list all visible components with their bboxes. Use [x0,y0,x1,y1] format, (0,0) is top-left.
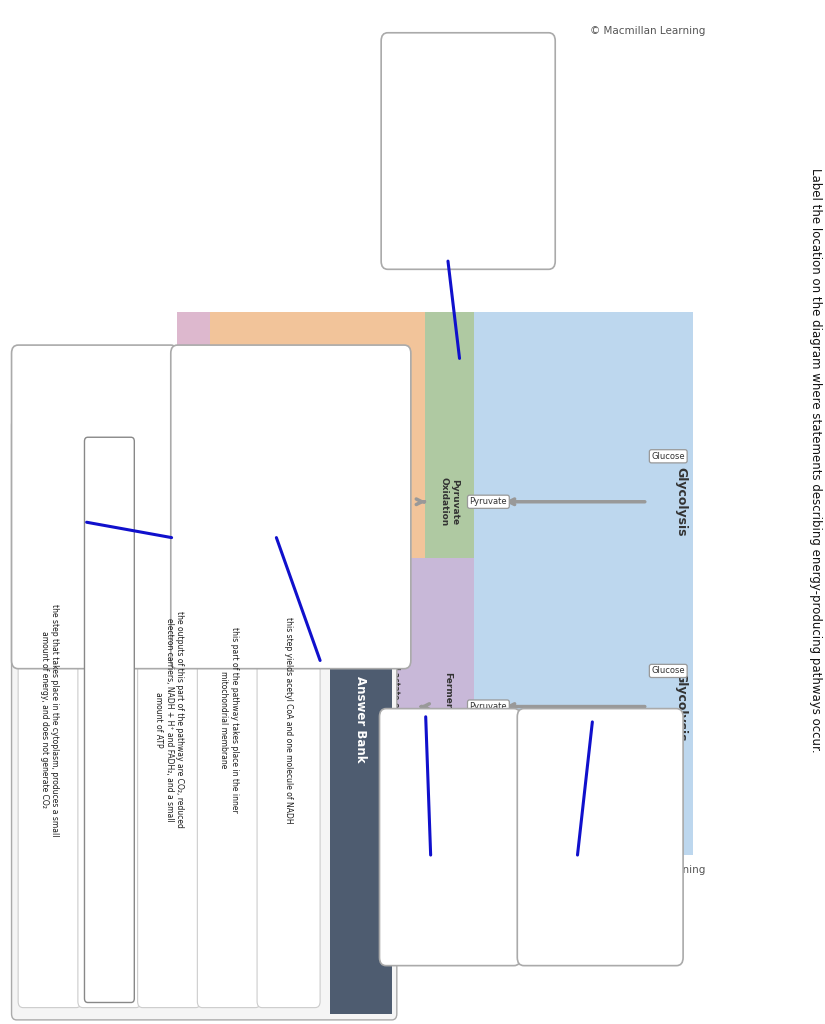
Text: © Macmillan Learning: © Macmillan Learning [590,26,705,36]
Text: pathway taken when oxygen is unavailable: pathway taken when oxygen is unavailable [105,637,114,803]
Text: Pyruvate: Pyruvate [469,498,507,506]
Text: Pyruvate: Pyruvate [469,702,507,711]
Text: Oxidative Phosphorylation
(electron transport/ATP synthesis): Oxidative Phosphorylation (electron tran… [184,427,204,577]
Bar [421,558,474,855]
Text: Glucose: Glucose [652,452,685,461]
FancyBboxPatch shape [381,33,555,269]
Text: Glycolysis: Glycolysis [674,467,687,537]
FancyBboxPatch shape [78,432,141,1008]
Text: the step that takes place in the cytoplasm, produces a small
amount of energy, a: the step that takes place in the cytopla… [40,603,59,837]
Bar [210,312,425,691]
Text: Answer Bank: Answer Bank [355,676,367,763]
Bar [330,425,392,1014]
Bar [425,312,474,691]
Bar [177,312,210,691]
FancyBboxPatch shape [12,345,177,669]
Text: Pyruvate
Oxidation: Pyruvate Oxidation [440,477,460,526]
Text: this step yields acetyl CoA and one molecule of NADH: this step yields acetyl CoA and one mole… [284,616,293,823]
Text: Glycolysis: Glycolysis [674,672,687,741]
FancyBboxPatch shape [380,709,521,966]
Text: the outputs of this part of the pathway are CO₂, reduced
electron carriers, NADH: the outputs of this part of the pathway … [154,611,184,828]
Bar [474,558,693,855]
FancyBboxPatch shape [12,419,397,1020]
Text: Citric
Acid
Cycle: Citric Acid Cycle [303,485,332,518]
FancyBboxPatch shape [18,432,81,1008]
FancyBboxPatch shape [171,345,411,669]
FancyBboxPatch shape [197,432,261,1008]
Bar [370,558,421,855]
FancyBboxPatch shape [138,432,200,1008]
Bar [474,312,693,691]
Text: Glucose: Glucose [652,667,685,676]
FancyBboxPatch shape [517,709,683,966]
Text: Lactate or alcohol: Lactate or alcohol [391,668,399,745]
Text: © Macmillan Learning: © Macmillan Learning [590,865,705,876]
FancyBboxPatch shape [257,432,320,1008]
Text: Label the location on the diagram where statements describing energy-producing p: Label the location on the diagram where … [808,169,822,753]
FancyBboxPatch shape [84,437,134,1002]
Text: Fermentation: Fermentation [443,672,452,741]
Text: this part of the pathway takes place in the inner
mitochondrial membrane: this part of the pathway takes place in … [219,627,238,813]
